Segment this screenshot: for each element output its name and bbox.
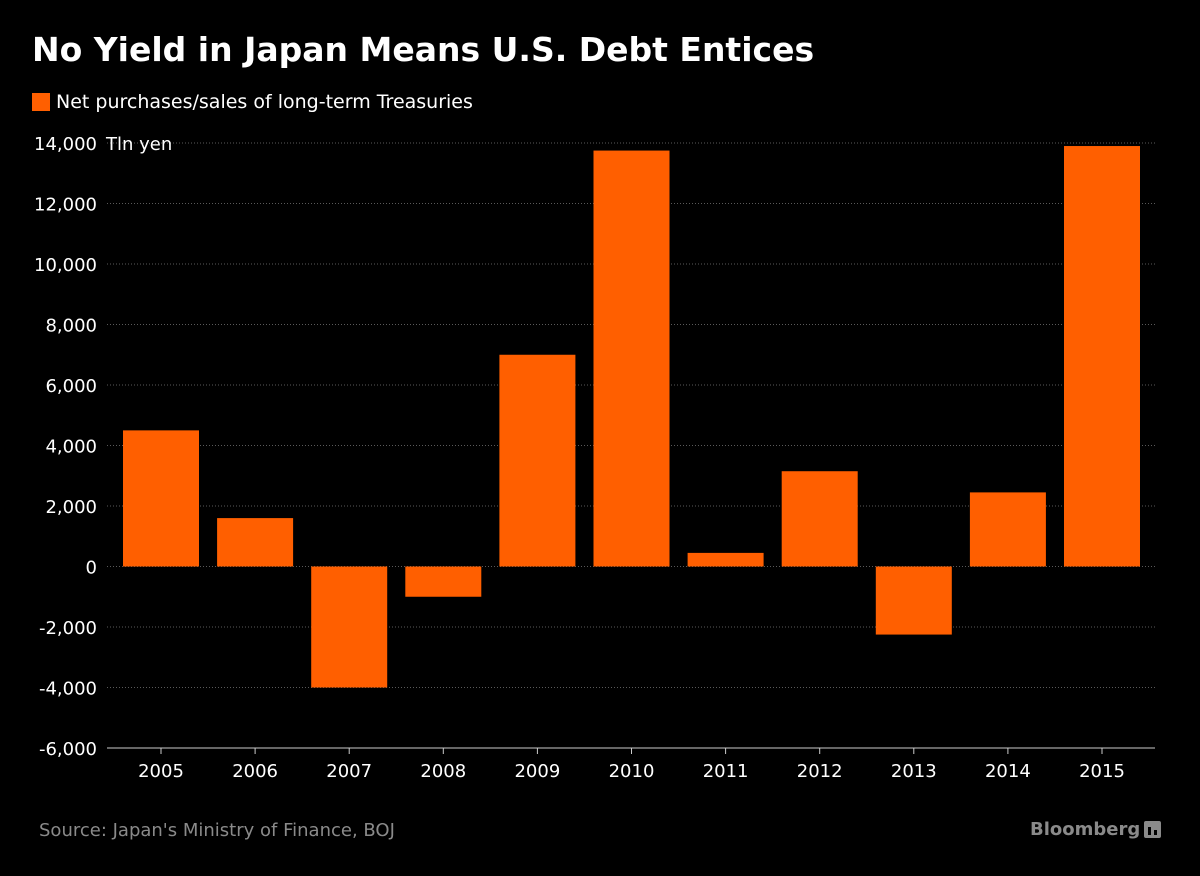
y-tick-label: 12,000 [34,195,97,216]
x-tick-label: 2012 [797,761,843,782]
y-tick-label: 14,000 [34,134,97,155]
y-tick-label: 4,000 [45,437,97,458]
x-tick-label: 2009 [514,761,560,782]
bar-2015 [1064,146,1140,567]
y-tick-label: 10,000 [34,255,97,276]
bar-2011 [687,552,764,567]
bar-2012 [781,471,858,567]
y-tick-label: 8,000 [45,316,97,337]
x-tick-label: 2013 [891,761,937,782]
x-tick-label: 2010 [609,761,655,782]
legend-swatch-icon [32,93,50,111]
bar-2005 [123,430,199,567]
y-tick-label: 2,000 [45,497,97,518]
x-tick-label: 2006 [232,761,278,782]
x-tick-label: 2007 [326,761,372,782]
x-tick-label: 2008 [420,761,466,782]
y-tick-label: 6,000 [45,376,97,397]
bar-2006 [217,518,294,567]
y-tick-label: -2,000 [39,618,97,639]
legend-label: Net purchases/sales of long-term Treasur… [56,91,473,113]
chart-title: No Yield in Japan Means U.S. Debt Entice… [32,30,815,69]
bar-2009 [499,354,576,567]
bar-2010 [593,150,670,567]
chart-legend: Net purchases/sales of long-term Treasur… [32,91,473,113]
source-note: Source: Japan's Ministry of Finance, BOJ [39,820,395,841]
x-tick-label: 2014 [985,761,1031,782]
bloomberg-logo: Bloomberg [1030,819,1162,840]
bar-2014 [969,492,1046,567]
bar-2008 [405,566,482,597]
x-tick-label: 2011 [703,761,749,782]
bloomberg-bar-chart-icon [1144,821,1162,838]
bar-2013 [875,566,952,635]
y-tick-label: -6,000 [39,739,97,760]
brand-label: Bloomberg [1030,819,1141,840]
x-tick-label: 2015 [1079,761,1125,782]
y-tick-label: -4,000 [39,679,97,700]
y-tick-label: 0 [86,558,97,579]
x-tick-label: 2005 [138,761,184,782]
y-unit-label: Tln yen [105,134,172,155]
bar-2007 [311,566,388,688]
